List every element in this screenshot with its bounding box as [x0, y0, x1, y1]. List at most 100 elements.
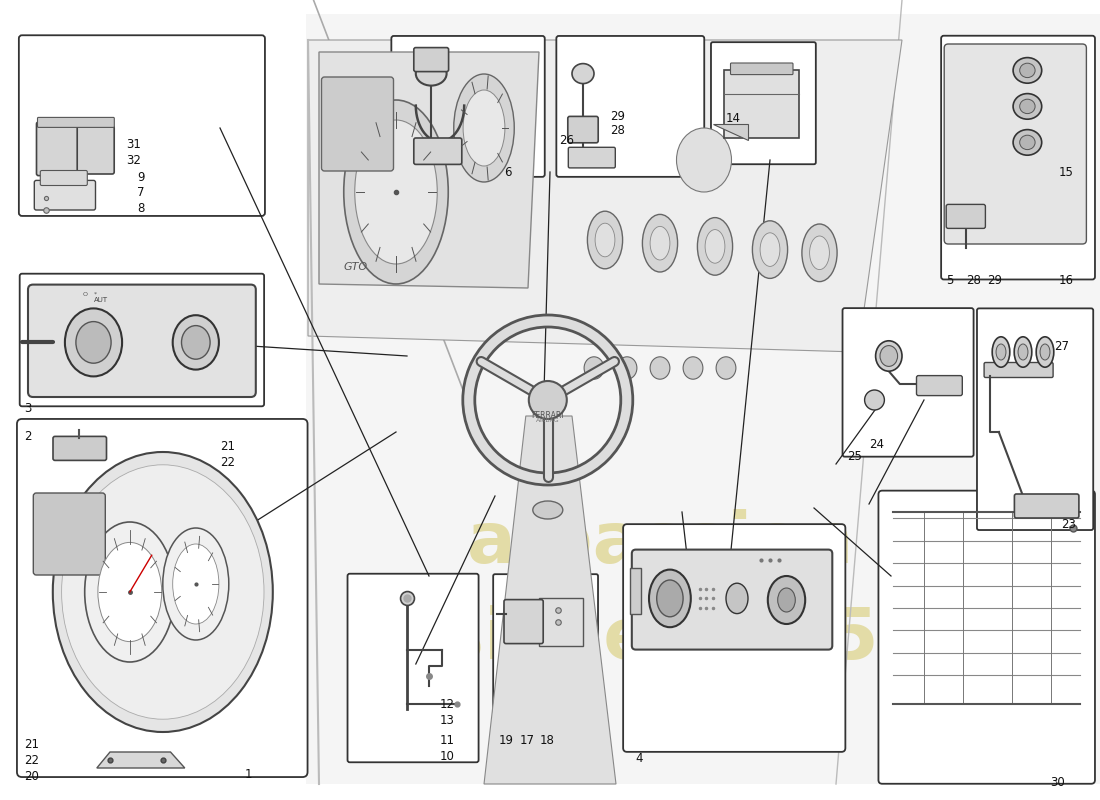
Ellipse shape — [657, 580, 683, 617]
Text: 19: 19 — [498, 734, 514, 747]
FancyBboxPatch shape — [631, 550, 833, 650]
Text: 18: 18 — [540, 734, 556, 747]
Ellipse shape — [649, 570, 691, 627]
FancyBboxPatch shape — [1014, 494, 1079, 518]
Text: 16: 16 — [1058, 274, 1074, 286]
Text: AUT: AUT — [95, 298, 108, 303]
Ellipse shape — [683, 357, 703, 379]
FancyBboxPatch shape — [414, 48, 449, 72]
Ellipse shape — [532, 501, 563, 519]
Ellipse shape — [584, 357, 604, 379]
Polygon shape — [484, 416, 616, 784]
FancyBboxPatch shape — [984, 362, 1053, 378]
Text: 29: 29 — [987, 274, 1002, 286]
Ellipse shape — [62, 465, 264, 719]
Ellipse shape — [98, 542, 162, 642]
Text: since 1985: since 1985 — [441, 606, 879, 674]
FancyBboxPatch shape — [414, 138, 462, 164]
Polygon shape — [306, 14, 1100, 784]
Text: 12: 12 — [440, 698, 455, 710]
Text: 14: 14 — [726, 112, 741, 125]
Text: 9: 9 — [138, 171, 145, 184]
Ellipse shape — [53, 452, 273, 732]
Text: 1: 1 — [244, 768, 252, 781]
Text: GTO: GTO — [343, 262, 367, 273]
FancyBboxPatch shape — [33, 493, 106, 575]
Ellipse shape — [650, 357, 670, 379]
Ellipse shape — [1013, 130, 1042, 155]
Text: 27: 27 — [1054, 340, 1069, 353]
FancyBboxPatch shape — [16, 419, 308, 777]
Polygon shape — [713, 124, 748, 140]
FancyBboxPatch shape — [569, 147, 615, 168]
Text: 28: 28 — [966, 274, 981, 286]
Polygon shape — [308, 40, 902, 352]
Ellipse shape — [85, 522, 175, 662]
Ellipse shape — [354, 120, 438, 264]
Ellipse shape — [752, 221, 788, 278]
FancyBboxPatch shape — [942, 36, 1094, 279]
FancyBboxPatch shape — [568, 116, 598, 142]
Ellipse shape — [1014, 337, 1032, 367]
Text: 10: 10 — [440, 750, 455, 763]
Ellipse shape — [997, 344, 1006, 360]
Ellipse shape — [416, 62, 447, 86]
Ellipse shape — [768, 576, 805, 624]
FancyBboxPatch shape — [36, 122, 78, 176]
Text: 30: 30 — [1050, 776, 1065, 789]
Ellipse shape — [1036, 337, 1054, 367]
Bar — [630, 568, 641, 614]
Ellipse shape — [1020, 135, 1035, 150]
Text: 22: 22 — [24, 754, 40, 766]
Text: 24: 24 — [869, 438, 884, 451]
Ellipse shape — [992, 337, 1010, 367]
Ellipse shape — [880, 346, 898, 366]
Ellipse shape — [182, 326, 210, 359]
Ellipse shape — [529, 381, 566, 419]
Polygon shape — [319, 52, 539, 288]
Ellipse shape — [617, 357, 637, 379]
Ellipse shape — [572, 64, 594, 84]
Ellipse shape — [676, 128, 732, 192]
Text: 17: 17 — [519, 734, 535, 747]
FancyBboxPatch shape — [392, 36, 544, 177]
Text: 20: 20 — [24, 770, 40, 782]
Text: 32: 32 — [126, 154, 142, 166]
Text: 15: 15 — [1058, 166, 1074, 179]
Ellipse shape — [453, 74, 515, 182]
Text: 6: 6 — [504, 166, 512, 179]
FancyBboxPatch shape — [843, 308, 974, 457]
FancyBboxPatch shape — [916, 375, 962, 395]
Text: 8: 8 — [138, 202, 145, 214]
Ellipse shape — [1013, 58, 1042, 83]
Text: 4: 4 — [636, 752, 644, 765]
Ellipse shape — [173, 315, 219, 370]
FancyBboxPatch shape — [53, 437, 107, 461]
Text: a passion: a passion — [466, 510, 854, 578]
Ellipse shape — [173, 544, 219, 624]
FancyBboxPatch shape — [348, 574, 478, 762]
Ellipse shape — [1020, 63, 1035, 78]
Text: 22: 22 — [220, 456, 235, 469]
Ellipse shape — [810, 236, 829, 270]
Text: 5: 5 — [946, 274, 954, 286]
Text: 21: 21 — [220, 440, 235, 453]
FancyBboxPatch shape — [946, 204, 986, 229]
Ellipse shape — [778, 588, 795, 612]
Text: 25: 25 — [847, 450, 862, 462]
Ellipse shape — [705, 230, 725, 263]
Ellipse shape — [587, 211, 623, 269]
Ellipse shape — [697, 218, 733, 275]
FancyBboxPatch shape — [711, 42, 816, 164]
Bar — [724, 70, 799, 138]
FancyBboxPatch shape — [37, 118, 114, 127]
Ellipse shape — [876, 341, 902, 371]
FancyBboxPatch shape — [977, 308, 1093, 530]
Ellipse shape — [642, 214, 678, 272]
Text: FERRARI: FERRARI — [531, 411, 564, 421]
Text: 28: 28 — [610, 124, 626, 137]
Ellipse shape — [1041, 344, 1049, 360]
FancyBboxPatch shape — [77, 126, 114, 174]
FancyBboxPatch shape — [879, 490, 1094, 784]
Text: 3: 3 — [24, 402, 32, 414]
